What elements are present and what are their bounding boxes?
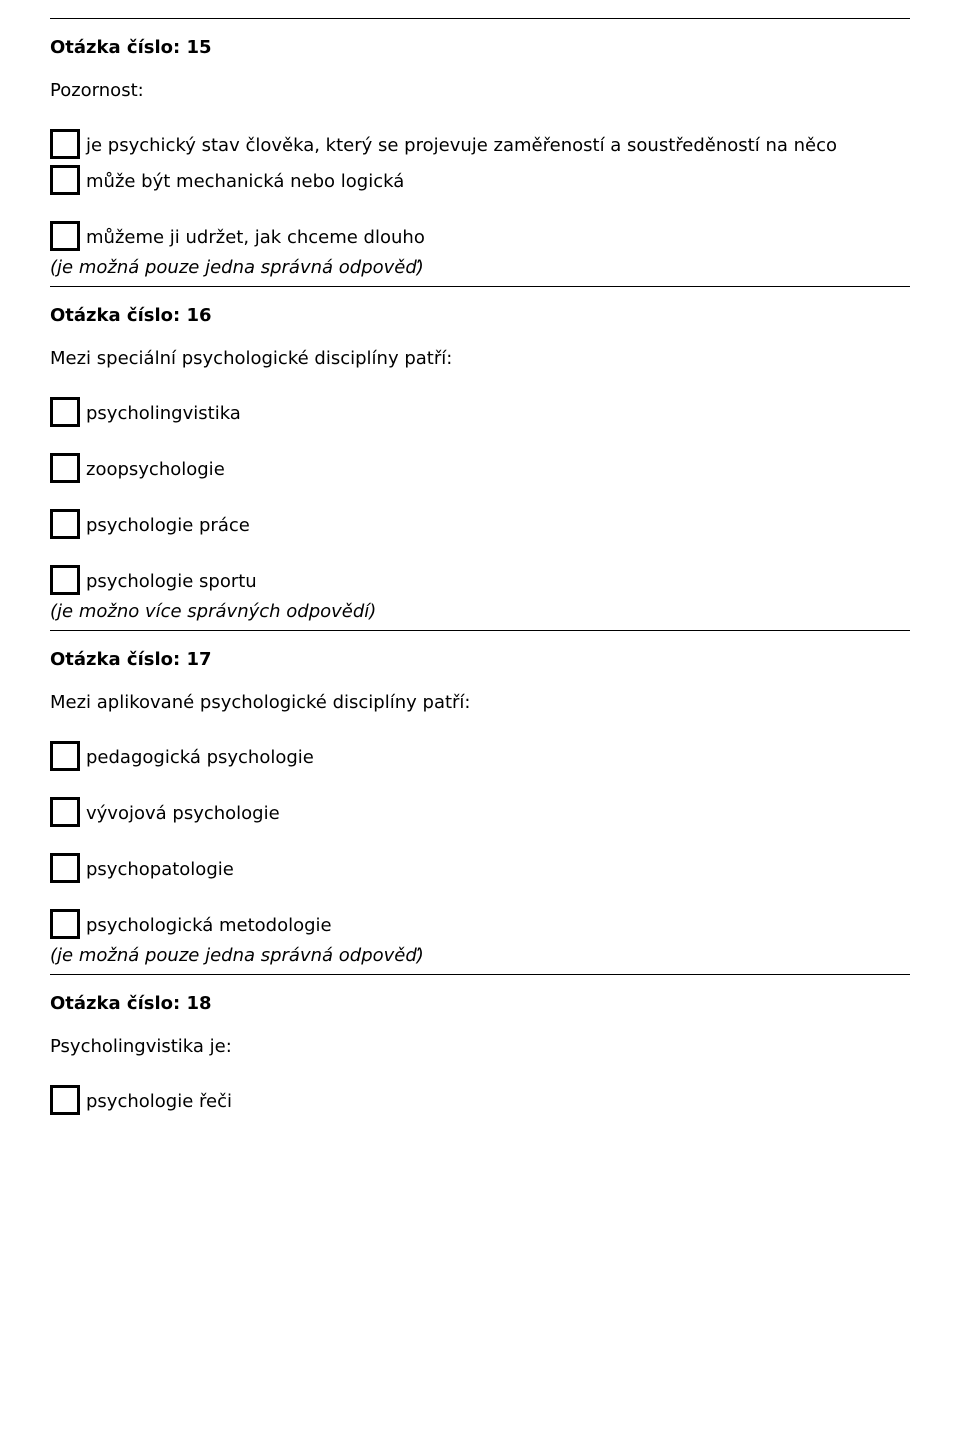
option-row: psychologická metodologie — [50, 909, 910, 939]
option-label: psychologická metodologie — [86, 915, 332, 939]
checkbox-icon[interactable] — [50, 909, 80, 939]
question-prompt: Psycholingvistika je: — [50, 1036, 910, 1057]
option-row: psychologie práce — [50, 509, 910, 539]
checkbox-icon[interactable] — [50, 129, 80, 159]
question-title: Otázka číslo: 17 — [50, 649, 910, 670]
option-label: pedagogická psychologie — [86, 747, 314, 771]
option-row: psycholingvistika — [50, 397, 910, 427]
checkbox-icon[interactable] — [50, 221, 80, 251]
checkbox-icon[interactable] — [50, 165, 80, 195]
question-note: (je možno více správných odpovědí) — [50, 601, 910, 622]
option-label: zoopsychologie — [86, 459, 225, 483]
option-row: pedagogická psychologie — [50, 741, 910, 771]
question-note: (je možná pouze jedna správná odpověď) — [50, 257, 910, 278]
option-label: psychologie řeči — [86, 1091, 232, 1115]
checkbox-icon[interactable] — [50, 797, 80, 827]
option-row: můžeme ji udržet, jak chceme dlouho — [50, 221, 910, 251]
question-note: (je možná pouze jedna správná odpověď) — [50, 945, 910, 966]
question-title: Otázka číslo: 15 — [50, 37, 910, 58]
option-row: psychologie sportu — [50, 565, 910, 595]
checkbox-icon[interactable] — [50, 565, 80, 595]
separator — [50, 974, 910, 975]
option-label: psychopatologie — [86, 859, 234, 883]
separator — [50, 630, 910, 631]
option-label: psycholingvistika — [86, 403, 241, 427]
option-label: vývojová psychologie — [86, 803, 280, 827]
checkbox-icon[interactable] — [50, 453, 80, 483]
page: Otázka číslo: 15 Pozornost: je psychický… — [0, 0, 960, 1161]
separator — [50, 18, 910, 19]
checkbox-icon[interactable] — [50, 397, 80, 427]
option-label: můžeme ji udržet, jak chceme dlouho — [86, 227, 425, 251]
option-label: je psychický stav člověka, který se proj… — [86, 135, 837, 159]
checkbox-icon[interactable] — [50, 1085, 80, 1115]
checkbox-icon[interactable] — [50, 741, 80, 771]
question-title: Otázka číslo: 16 — [50, 305, 910, 326]
question-prompt: Mezi aplikované psychologické disciplíny… — [50, 692, 910, 713]
checkbox-icon[interactable] — [50, 853, 80, 883]
option-row: vývojová psychologie — [50, 797, 910, 827]
option-label: psychologie práce — [86, 515, 250, 539]
option-label: psychologie sportu — [86, 571, 257, 595]
question-prompt: Pozornost: — [50, 80, 910, 101]
option-row: je psychický stav člověka, který se proj… — [50, 129, 910, 159]
question-prompt: Mezi speciální psychologické disciplíny … — [50, 348, 910, 369]
checkbox-icon[interactable] — [50, 509, 80, 539]
option-row: může být mechanická nebo logická — [50, 165, 910, 195]
option-label: může být mechanická nebo logická — [86, 171, 404, 195]
question-title: Otázka číslo: 18 — [50, 993, 910, 1014]
option-row: psychopatologie — [50, 853, 910, 883]
option-row: zoopsychologie — [50, 453, 910, 483]
option-row: psychologie řeči — [50, 1085, 910, 1115]
separator — [50, 286, 910, 287]
